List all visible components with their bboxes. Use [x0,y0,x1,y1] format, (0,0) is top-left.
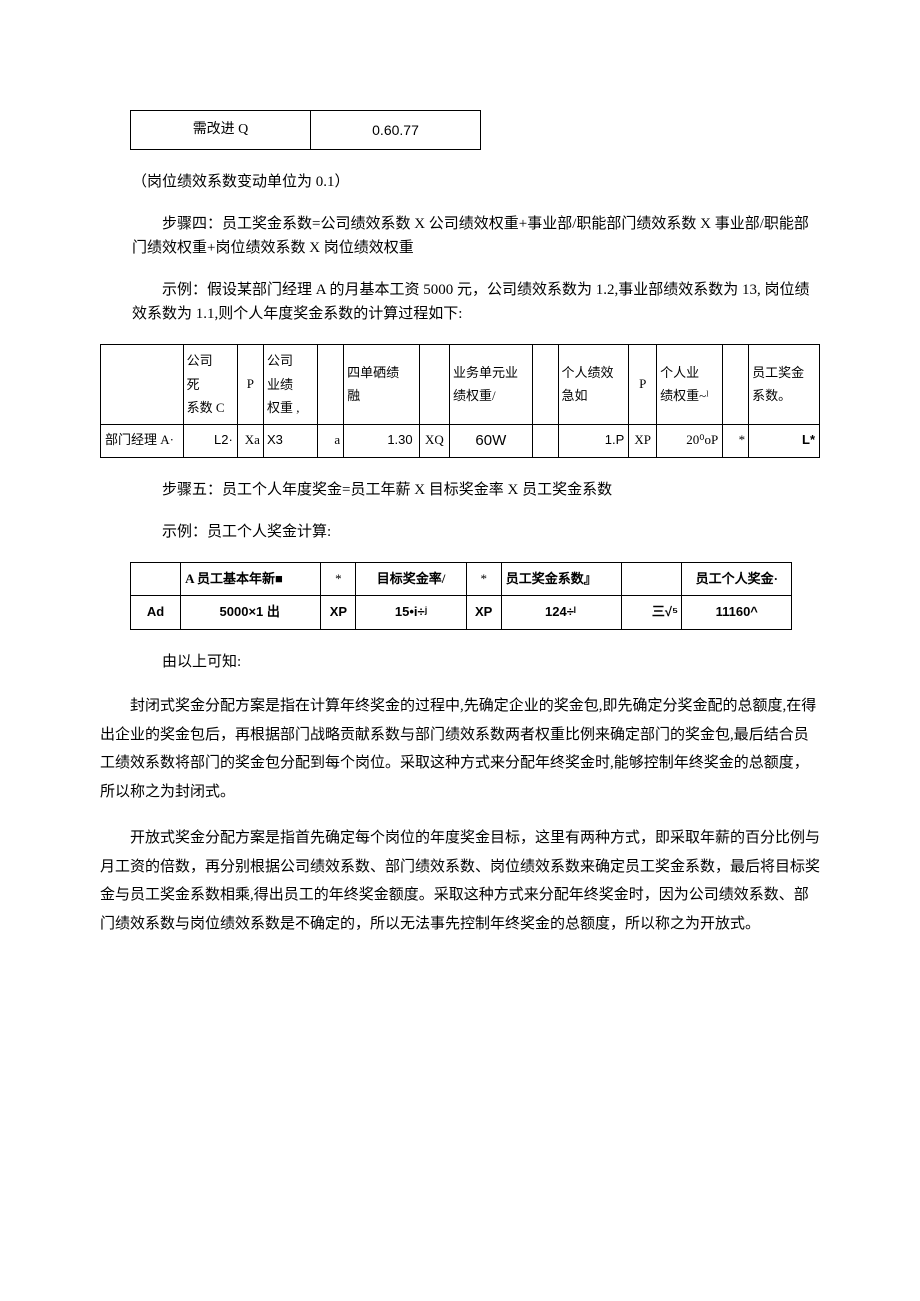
calc-r-c13: * [723,424,749,457]
calc-h-personal-weight: 个人业绩权重~ˡ [657,345,723,424]
calc-h-bu-weight: 业务单元业绩权重/ [450,345,533,424]
calc-r-c12: 20⁰oP [657,424,723,457]
bonus-r-coef: 124÷ˡ [501,596,621,630]
calc-r-c11: XP [629,424,657,457]
calc-h-empty2 [318,345,344,424]
calc-r-c5: a [318,424,344,457]
bonus-r-rate: 15•i÷ʲ [356,596,466,630]
calc-r-c14: L* [749,424,820,457]
bonus-r-n2: XP [466,596,501,630]
conclusion-intro: 由以上可知: [132,650,820,674]
calc-h-company-coef: 公司死系数 C [183,345,237,424]
bonus-table: A 员工基本年新■ * 目标奖金率/ * 员工奖金系数』 员工个人奖金· Ad … [130,562,792,631]
calc-h-company-weight: 公司业绩权重 , [263,345,317,424]
calc-r-c8: 60W [450,424,533,457]
calculation-table: 公司死系数 C P 公司业绩权重 , 四单硒绩融 业务单元业绩权重/ 个人绩效急… [100,344,820,457]
bonus-h-n1: * [321,562,356,596]
calc-r-c9 [532,424,558,457]
step-five: 步骤五：员工个人年度奖金=员工年薪 X 目标奖金率 X 员工奖金系数 [132,478,820,502]
bonus-h-rate: 目标奖金率/ [356,562,466,596]
calc-h-empty5 [723,345,749,424]
calc-r-c3: Xa [237,424,263,457]
example-intro-2: 示例：员工个人奖金计算: [132,520,820,544]
calc-r-label: 部门经理 A· [101,424,184,457]
calc-h-bonus-coef: 员工奖金系数。 [749,345,820,424]
calc-r-c10: 1.P [558,424,629,457]
calc-h-empty4 [532,345,558,424]
bonus-r-base: 5000×1 出 [181,596,321,630]
bonus-r-label: Ad [131,596,181,630]
improvement-table: 需改进 Q 0.60.77 [130,110,481,150]
bonus-h-base: A 员工基本年新■ [181,562,321,596]
calc-r-c2: L2· [183,424,237,457]
bonus-h-coef: 员工奖金系数』 [501,562,621,596]
bonus-h-empty [131,562,181,596]
open-scheme: 开放式奖金分配方案是指首先确定每个岗位的年度奖金目标，这里有两种方式，即采取年薪… [100,824,820,938]
bonus-h-n2: * [466,562,501,596]
calc-r-c7: XQ [419,424,449,457]
example-intro-1: 示例：假设某部门经理 A 的月基本工资 5000 元，公司绩效系数为 1.2,事… [132,278,820,326]
bonus-h-empty2 [621,562,681,596]
step-four: 步骤四：员工奖金系数=公司绩效系数 X 公司绩效权重+事业部/职能部门绩效系数 … [132,212,820,260]
bonus-r-eq: 三√⁵ [621,596,681,630]
closed-scheme: 封闭式奖金分配方案是指在计算年终奖金的过程中,先确定企业的奖金包,即先确定分奖金… [100,692,820,806]
improvement-label: 需改进 Q [131,111,311,150]
calc-h-p2: P [629,345,657,424]
bonus-h-result: 员工个人奖金· [682,562,792,596]
improvement-value: 0.60.77 [311,111,481,150]
calc-r-c6: 1.30 [344,424,419,457]
calc-h-empty [101,345,184,424]
calc-r-c4: X3 [263,424,317,457]
calc-h-personal-coef: 个人绩效急如 [558,345,629,424]
bonus-r-result: 11160^ [682,596,792,630]
calc-h-p1: P [237,345,263,424]
calc-h-bu-coef: 四单硒绩融 [344,345,419,424]
calc-h-empty3 [419,345,449,424]
bonus-r-n1: XP [321,596,356,630]
note-unit: （岗位绩效系数变动单位为 0.1） [132,170,820,194]
